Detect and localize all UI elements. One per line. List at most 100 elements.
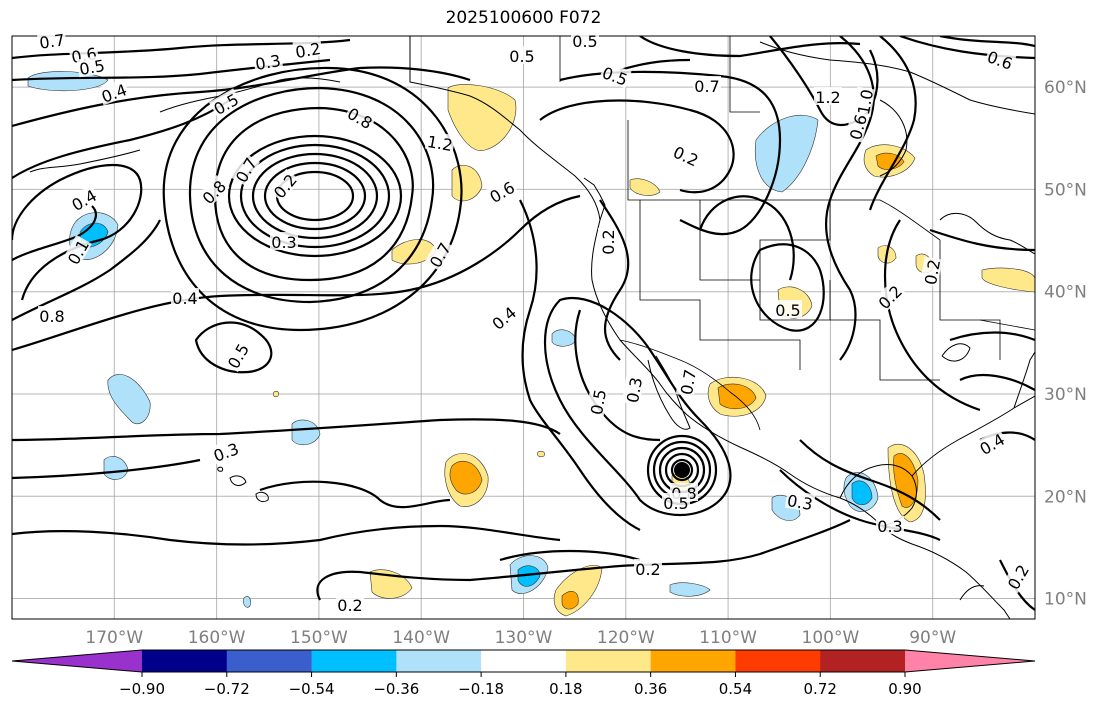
contour-label-background (343, 102, 378, 132)
contour-label-text: 0.2 (294, 39, 322, 62)
colorbar-segment (311, 650, 397, 672)
colorbar-extend-low (12, 650, 142, 672)
contour-label: 0.5 (571, 31, 599, 51)
contour-label-background (268, 168, 301, 202)
contour-label-background (76, 54, 108, 78)
contour-label-background (571, 31, 599, 49)
latitude-label: 40°N (1044, 283, 1087, 303)
contour-label-text: 1.2 (426, 132, 454, 155)
contour-label: 0.5 (662, 493, 690, 513)
contour-label: 0.2 (292, 37, 324, 62)
contour-label: 1.2 (814, 87, 842, 107)
contour-labels: 0.70.60.5 0.30.20.4 0.5 0.80.70.20.30.40.10… (36, 29, 1033, 615)
colorbar-segment (142, 650, 228, 672)
contour-label-text: 0.4 (172, 289, 197, 308)
contour-label: 0.4 (171, 288, 199, 308)
contour-label-background (424, 237, 454, 272)
contour-label-text: 0.3 (623, 376, 646, 404)
colorbar-segment (735, 650, 821, 672)
map-frame (11, 35, 1036, 620)
longitude-label: 120°W (597, 628, 655, 648)
contour-label-background (270, 232, 298, 250)
contour-label-text: 0.5 (572, 32, 597, 51)
colorbar-segment (226, 650, 313, 672)
contour-label: 0.3 (621, 374, 646, 406)
contour-label-text: 0.5 (587, 388, 610, 416)
negative-patch (754, 115, 819, 193)
longitude-label: 100°W (802, 628, 860, 648)
colorbar-tick-label: 0.90 (888, 680, 921, 698)
latitude-label: 60°N (1044, 78, 1087, 98)
contour-label-background (662, 493, 690, 511)
contour-label-background (852, 86, 876, 118)
contour-label-text: 0.2 (921, 258, 944, 286)
negative-patch (669, 582, 711, 597)
latitude-labels: 60°N 50°N 40°N 30°N 20°N 10°N (1044, 78, 1087, 609)
colorbar-tick-label: −0.54 (289, 680, 335, 698)
contour-label-background (621, 374, 645, 406)
contour-label: 1.2 (424, 130, 456, 155)
negative-patch-strong (517, 565, 541, 587)
positive-patch-strong (561, 591, 579, 610)
contour-label: 0.8 (38, 306, 66, 326)
colorbar-segment (820, 650, 906, 672)
positive-patch (981, 267, 1035, 293)
contour-label-background (919, 256, 943, 288)
contour-lines (12, 36, 1035, 611)
contour-label-text: 0.5 (509, 47, 534, 66)
storm-center-marker (674, 462, 690, 478)
colorbar-tick-label: −0.36 (373, 680, 419, 698)
positive-patch-strong (449, 460, 483, 495)
positive-patch (537, 450, 545, 458)
contour-label: 0.5 (774, 300, 802, 320)
contour-label-background (62, 234, 92, 269)
negative-patch (291, 419, 321, 446)
contour-label-text: 0.8 (39, 307, 64, 326)
contour-label-text: 0.3 (786, 491, 814, 514)
colorbar-tick-label: 0.72 (804, 680, 837, 698)
contour-label-background (693, 76, 721, 94)
longitude-label: 160°W (188, 628, 246, 648)
contour-label-text: 0.3 (271, 233, 296, 252)
contour-label-background (66, 184, 101, 214)
contour-label-background (585, 386, 609, 418)
contour-label-background (197, 175, 230, 208)
contour-label-background (873, 280, 906, 313)
colorbar-tick-label: 0.54 (719, 680, 752, 698)
colorbar-tick-label: 0.18 (549, 680, 582, 698)
negative-patch (107, 374, 151, 424)
contour-label-text: 0.3 (254, 51, 282, 74)
contour-label-text: 1.2 (815, 88, 840, 107)
contour-label: 0.7 (36, 29, 67, 53)
contour-label-background (876, 516, 904, 534)
contour-label-background (230, 152, 260, 187)
contour-label-background (484, 176, 519, 206)
contour-label: 0.3 (252, 49, 284, 74)
contour-label-text: 0.5 (663, 494, 688, 513)
colorbar-segment (396, 650, 482, 672)
contour-label-background (252, 49, 284, 73)
latitude-label: 10°N (1044, 590, 1087, 610)
longitude-label: 130°W (495, 628, 553, 648)
contour-label-text: 0.5 (78, 56, 106, 79)
contour-label: 1.0 (852, 86, 877, 118)
contour-label-background (208, 88, 243, 118)
contour-label: 0.3 (784, 489, 816, 514)
negative-patch (27, 71, 109, 92)
contour-label-background (784, 489, 816, 513)
longitude-label: 150°W (290, 628, 348, 648)
graticule (12, 36, 1035, 619)
negative-patch (243, 596, 251, 608)
map-title: 2025100600 F072 (445, 8, 602, 28)
positive-patch (447, 84, 517, 151)
contour-label-text: 0.7 (694, 77, 719, 96)
contour-label-background (486, 301, 520, 334)
contour-label-text: 0.3 (877, 517, 902, 536)
contour-label-text: 1.0 (854, 88, 877, 116)
colorbar-tick-label: 0.36 (634, 680, 667, 698)
colorbar-tick-label: −0.72 (204, 680, 250, 698)
colorbar: −0.90 −0.72 −0.54 −0.36 −0.18 0.18 0.36 0.54 0.7… (11, 649, 1036, 698)
contour-label-background (598, 228, 616, 256)
colorbar-segment (565, 650, 652, 672)
